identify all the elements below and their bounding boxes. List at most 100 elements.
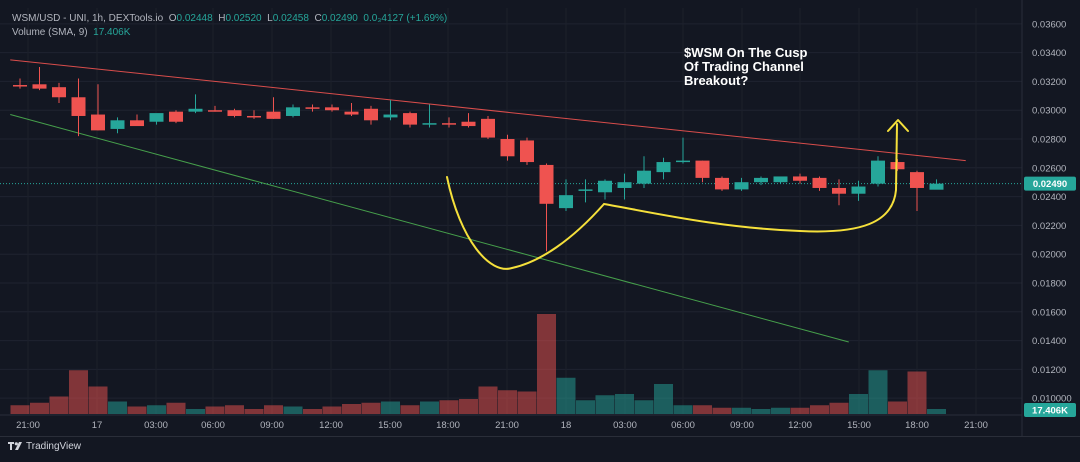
time-tick-label: 18 (561, 420, 572, 431)
candle-body (442, 123, 456, 125)
candle-body (734, 182, 749, 190)
candle-body (130, 120, 144, 127)
candle-body (325, 107, 339, 111)
price-tick-label: 0.02400 (1032, 192, 1066, 203)
volume-bar (849, 394, 868, 414)
price-tick-label: 0.02200 (1032, 221, 1066, 232)
candle-body (32, 84, 47, 89)
volume-bar (322, 406, 342, 414)
candle-body (929, 183, 944, 190)
last-volume-badge (1024, 403, 1076, 417)
candle-body (695, 160, 710, 178)
price-tick-label: 0.03200 (1032, 77, 1066, 88)
volume-bar (400, 405, 420, 414)
volume-bar (361, 402, 381, 414)
time-tick-label: 21:00 (495, 420, 519, 431)
volume-bar (712, 407, 732, 414)
last-price-label: 0.02490 (1033, 179, 1067, 190)
candle-body (578, 189, 593, 191)
volume-bar (147, 405, 166, 414)
candle-body (910, 172, 924, 188)
volume-bar (556, 377, 576, 414)
candle-body (91, 114, 105, 131)
candle-body (13, 85, 27, 87)
resistance-trendline (10, 59, 966, 162)
time-tick-label: 12:00 (319, 420, 343, 431)
candle-body (266, 111, 281, 119)
chart-title-line: Breakout? (684, 73, 748, 88)
chart-title: $WSM On The Cusp Of Trading Channel Breako… (684, 45, 808, 88)
volume-bar (771, 407, 790, 414)
candle-body (110, 120, 125, 129)
volume-bar (693, 405, 712, 414)
volume-bar (439, 400, 459, 414)
volume-bar (342, 404, 361, 414)
price-tick-label: 0.01600 (1032, 307, 1066, 318)
legend-volume-value: 17.406K (93, 27, 131, 38)
candle-body (461, 121, 476, 127)
price-tick-label: 0.03000 (1032, 106, 1066, 117)
support-trendline (10, 114, 849, 343)
time-tick-label: 06:00 (201, 420, 225, 431)
candle-body (383, 114, 398, 118)
volume-bar (30, 402, 49, 414)
time-tick-label: 21:00 (964, 420, 988, 431)
candle-body (52, 87, 66, 98)
price-tick-label: 0.010000 (1032, 394, 1072, 405)
brand-name: TradingView (26, 441, 82, 452)
last-volume-label: 17.406K (1032, 406, 1068, 417)
volume-bar (225, 405, 244, 414)
volume-bar (810, 405, 829, 414)
candle-body (227, 110, 242, 116)
legend-row-volume: Volume (SMA, 9) 17.406K (12, 26, 447, 40)
footer-bar (0, 436, 1080, 462)
legend-close: 0.02490 (321, 13, 358, 24)
time-tick-label: 03:00 (144, 420, 168, 431)
annotation (446, 119, 909, 270)
legend-low-label: L (267, 13, 273, 24)
price-tick-label: 0.02800 (1032, 135, 1066, 146)
candle-body (617, 182, 632, 188)
volume-bar (303, 409, 322, 414)
legend-high-label: H (218, 13, 226, 24)
candles (13, 67, 944, 252)
time-tick-label: 06:00 (671, 420, 695, 431)
time-tick-label: 15:00 (378, 420, 402, 431)
legend-open: 0.02448 (176, 13, 213, 24)
tradingview-logo[interactable]: TradingView (8, 441, 81, 452)
grid (0, 8, 1022, 414)
legend-close-label: C (314, 13, 322, 24)
cup-handle-curve (446, 123, 898, 270)
candle-body (481, 118, 495, 138)
legend-open-label: O (168, 13, 177, 24)
time-tick-label: 17 (92, 420, 103, 431)
price-tick-label: 0.02000 (1032, 250, 1066, 261)
volume-bar (459, 399, 478, 414)
chart-title-line: Of Trading Channel (684, 59, 804, 74)
volume-bar (498, 390, 517, 414)
volume-bar (732, 407, 751, 414)
candle-body (793, 176, 807, 181)
volume-bar (205, 406, 225, 414)
candle-body (364, 108, 378, 121)
volume-bar (751, 409, 771, 414)
volume-bar (420, 401, 439, 414)
volume-bar (166, 402, 186, 414)
volume-bar (790, 407, 810, 414)
time-tick-label: 09:00 (730, 420, 754, 431)
volume-bar (244, 409, 264, 414)
candle-body (871, 160, 885, 184)
volume-bar (10, 405, 30, 414)
price-tick-label: 0.01200 (1032, 365, 1066, 376)
volume-bar (907, 371, 927, 414)
candle-body (520, 140, 534, 163)
legend-change: 0.0₃4127 (+1.69%) (363, 13, 448, 24)
candle-body (149, 113, 164, 122)
volume-bar (673, 405, 693, 414)
axes: 0.03600 0.03400 0.03200 0.03000 0.02800 0.026… (0, 0, 1076, 436)
volume-bar (127, 406, 147, 414)
volume-bar (478, 386, 498, 414)
candle-body (851, 186, 866, 194)
candle-body (403, 113, 417, 125)
